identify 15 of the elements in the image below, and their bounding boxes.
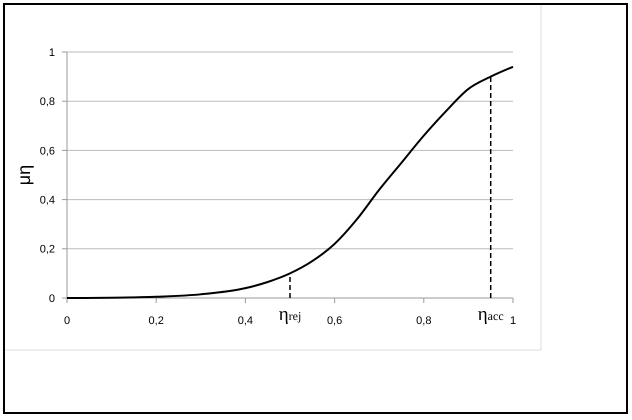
y-tick-label: 0,2 [40, 244, 55, 256]
x-tick-label: 0,6 [326, 315, 342, 327]
y-axis-title: μη [14, 164, 34, 186]
x-tick-label: 0,8 [416, 315, 432, 327]
y-tick-label: 1 [48, 46, 55, 59]
x-tick-label: 1 [510, 315, 516, 327]
y-tick-label: 0,8 [40, 96, 55, 108]
x-tick-label: 0,4 [238, 315, 254, 327]
y-tick-label: 0 [48, 292, 55, 305]
y-tick-label: 0,4 [40, 194, 55, 206]
annotation: ηrej [278, 304, 302, 325]
annotation: ηacc [478, 304, 504, 325]
y-tick-label: 0,6 [40, 145, 55, 158]
x-tick-label: 0,2 [148, 315, 164, 327]
x-tick-label: 0 [64, 315, 70, 327]
